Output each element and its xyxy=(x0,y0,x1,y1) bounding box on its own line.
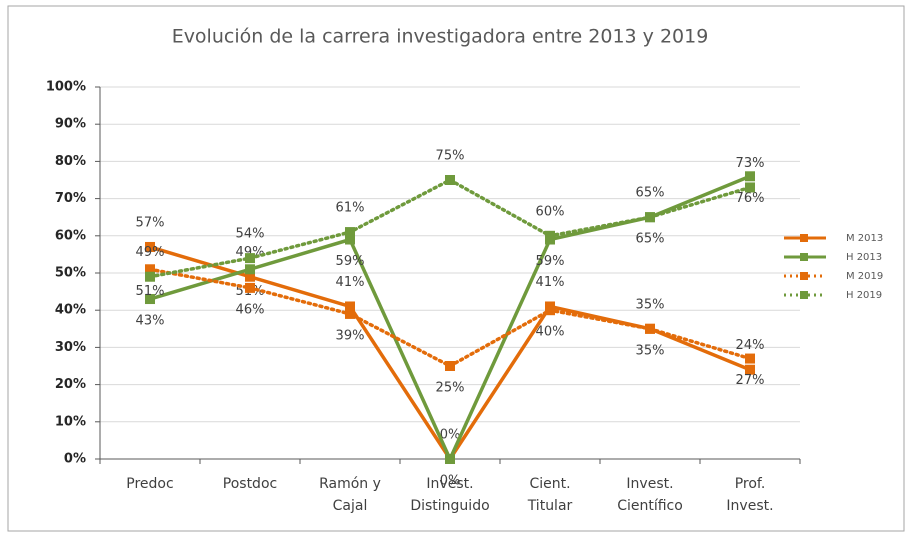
data-label: 0% xyxy=(440,474,461,489)
y-tick-label: 0% xyxy=(64,452,86,467)
point xyxy=(145,294,155,305)
data-label: 75% xyxy=(436,149,465,164)
data-label: 41% xyxy=(536,275,565,290)
point xyxy=(745,182,755,193)
data-label: 24% xyxy=(736,338,765,353)
data-label: 54% xyxy=(236,227,265,242)
y-tick-label: 70% xyxy=(55,191,86,206)
point xyxy=(445,361,455,371)
point xyxy=(645,323,655,334)
legend-label: M 2019 xyxy=(846,271,883,282)
point xyxy=(345,308,355,319)
data-label: 65% xyxy=(636,232,665,247)
point xyxy=(645,212,655,223)
point xyxy=(445,175,455,185)
y-tick-label: 90% xyxy=(55,117,86,132)
y-tick-label: 50% xyxy=(55,266,86,281)
x-tick-label: Invest. Distinguido xyxy=(410,476,490,514)
point xyxy=(745,353,755,364)
x-tick-label: Cient. Titular xyxy=(527,476,573,514)
point xyxy=(245,264,255,275)
data-label: 49% xyxy=(136,245,165,260)
y-tick-label: 80% xyxy=(55,154,86,169)
chart-title: Evolución de la carrera investigadora en… xyxy=(172,26,709,48)
y-tick-label: 20% xyxy=(55,377,86,392)
point xyxy=(245,282,255,293)
data-label: 27% xyxy=(736,373,765,388)
data-label: 61% xyxy=(336,201,365,216)
point xyxy=(545,230,555,241)
data-label: 39% xyxy=(336,328,365,343)
legend-label: H 2019 xyxy=(846,290,882,301)
data-label: 35% xyxy=(636,297,665,312)
legend-marker xyxy=(800,234,808,242)
data-label: 35% xyxy=(636,343,665,358)
data-label: 46% xyxy=(236,302,265,317)
point xyxy=(245,271,255,282)
data-label: 59% xyxy=(536,254,565,269)
legend-marker xyxy=(800,253,808,261)
data-label: 25% xyxy=(436,381,465,396)
legend-marker xyxy=(800,272,808,280)
data-label: 76% xyxy=(736,191,765,206)
point xyxy=(145,271,155,282)
data-label: 41% xyxy=(336,275,365,290)
data-label: 43% xyxy=(136,314,165,329)
point xyxy=(345,234,355,245)
data-label: 40% xyxy=(536,325,565,340)
point xyxy=(745,364,755,375)
y-tick-label: 40% xyxy=(55,303,86,318)
data-label: 73% xyxy=(736,156,765,171)
x-tick-label: Invest. Científico xyxy=(617,476,683,514)
data-label: 57% xyxy=(136,215,165,230)
x-tick-label: Postdoc xyxy=(222,476,278,492)
legend-label: H 2013 xyxy=(846,252,882,263)
x-tick-label: Ramón y Cajal xyxy=(319,476,381,514)
point xyxy=(545,305,555,316)
y-tick-label: 100% xyxy=(46,80,86,95)
point xyxy=(445,454,455,464)
point xyxy=(145,241,155,252)
point xyxy=(345,227,355,238)
point xyxy=(145,264,155,275)
y-tick-label: 10% xyxy=(55,414,86,429)
legend-marker xyxy=(800,291,808,299)
legend-label: M 2013 xyxy=(846,233,883,244)
point xyxy=(245,253,255,264)
data-label: 51% xyxy=(136,284,165,299)
y-tick-label: 60% xyxy=(55,228,86,243)
data-label: 59% xyxy=(336,254,365,269)
x-tick-label: Prof. Invest. xyxy=(726,476,774,514)
data-label: 65% xyxy=(636,186,665,201)
point xyxy=(345,301,355,312)
y-tick-label: 30% xyxy=(55,340,86,355)
x-tick-label: Predoc xyxy=(126,476,174,492)
data-label: 60% xyxy=(536,204,565,219)
data-label: 0% xyxy=(440,428,461,443)
point xyxy=(745,171,755,182)
